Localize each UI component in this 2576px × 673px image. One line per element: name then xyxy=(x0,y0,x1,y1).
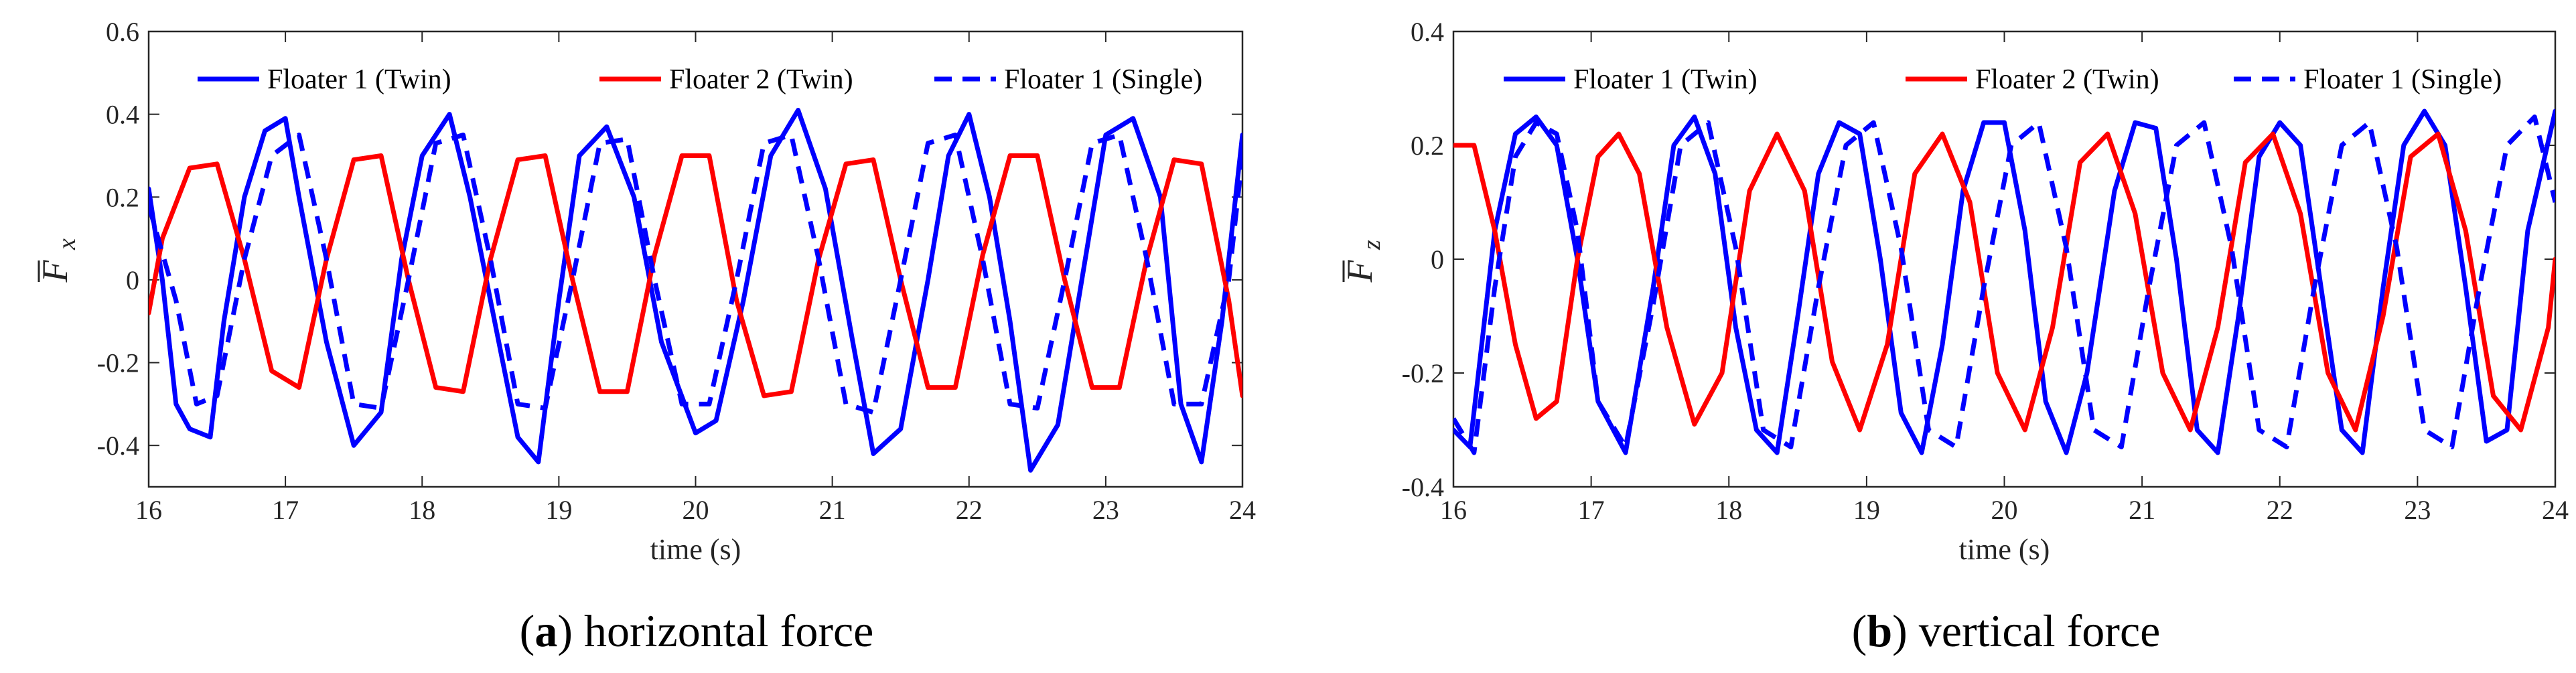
series-line-floater-2-twin xyxy=(149,153,1242,398)
series-group xyxy=(1453,108,2555,455)
y-tick-label: 0.2 xyxy=(106,182,139,212)
y-tick-label: -0.2 xyxy=(97,348,139,378)
y-axis-symbol: F xyxy=(1340,260,1380,283)
panel-caption: (b) vertical force xyxy=(1852,605,2161,656)
x-tick-label: 16 xyxy=(135,495,162,525)
x-tick-label: 19 xyxy=(545,495,572,525)
legend-label: Floater 1 (Single) xyxy=(1004,64,1202,95)
caption-paren: ) xyxy=(557,605,584,656)
y-axis-subscript: x xyxy=(53,238,81,250)
x-tick-label: 22 xyxy=(956,495,983,525)
legend-label: Floater 2 (Twin) xyxy=(1975,64,2159,95)
y-tick-label: 0.4 xyxy=(1411,17,1444,47)
x-tick-label: 24 xyxy=(2542,495,2569,525)
x-tick-label: 18 xyxy=(409,495,435,525)
x-tick-label: 23 xyxy=(1092,495,1119,525)
caption-text: horizontal force xyxy=(584,605,873,656)
legend-label: Floater 2 (Twin) xyxy=(669,64,853,95)
series-line-floater-1-twin xyxy=(149,108,1242,473)
panel-caption: (a) horizontal force xyxy=(520,605,874,656)
x-tick-label: 20 xyxy=(1991,495,2018,525)
legend-label: Floater 1 (Twin) xyxy=(1573,64,1758,95)
y-tick-label: 0.2 xyxy=(1411,131,1444,161)
series-line-floater-1-single xyxy=(1453,115,2555,455)
caption-paren: ( xyxy=(520,605,535,656)
x-axis-label: time (s) xyxy=(1959,533,2050,566)
x-tick-label: 21 xyxy=(2129,495,2155,525)
y-tick-label: 0.4 xyxy=(106,100,139,130)
y-tick-label: -0.4 xyxy=(1402,472,1444,502)
y-tick-label: 0.6 xyxy=(106,17,139,47)
x-tick-label: 23 xyxy=(2404,495,2431,525)
caption-letter: a xyxy=(534,605,557,656)
x-tick-label: 17 xyxy=(272,495,299,525)
x-tick-label: 19 xyxy=(1853,495,1880,525)
x-tick-label: 17 xyxy=(1578,495,1605,525)
y-tick-label: 0 xyxy=(126,265,139,295)
legend-label: Floater 1 (Twin) xyxy=(267,64,451,95)
x-tick-label: 21 xyxy=(819,495,846,525)
series-group xyxy=(149,108,1242,473)
y-tick-label: 0 xyxy=(1431,244,1444,275)
y-axis-subscript: z xyxy=(1358,240,1386,250)
caption-letter: b xyxy=(1867,605,1892,656)
y-axis-symbol: F xyxy=(35,260,75,283)
x-tick-label: 24 xyxy=(1229,495,1256,525)
x-tick-label: 20 xyxy=(683,495,709,525)
caption-paren: ( xyxy=(1852,605,1867,656)
caption-paren: ) xyxy=(1892,605,1919,656)
panel-b-vertical-force: 16 17 18 19 20 21 22 23 24 -0.4 -0.2 0 0.2 0.4 Floater… xyxy=(1340,17,2569,656)
plot-area xyxy=(1452,30,2557,488)
x-axis-label: time (s) xyxy=(650,533,741,566)
y-axis-label: Fx xyxy=(35,238,81,283)
legend-label: Floater 1 (Single) xyxy=(2303,64,2502,95)
y-axis-label: Fz xyxy=(1340,240,1386,283)
x-tick-label: 22 xyxy=(2267,495,2293,525)
caption-text: vertical force xyxy=(1919,605,2161,656)
y-tick-label: -0.4 xyxy=(97,431,139,461)
x-tick-label: 16 xyxy=(1440,495,1467,525)
x-tick-label: 18 xyxy=(1715,495,1742,525)
panel-a-horizontal-force: 16 17 18 19 20 21 22 23 24 -0.4 -0.2 0 0.2 0.4 0.6 Floa… xyxy=(35,17,1256,656)
y-tick-label: -0.2 xyxy=(1402,358,1444,388)
